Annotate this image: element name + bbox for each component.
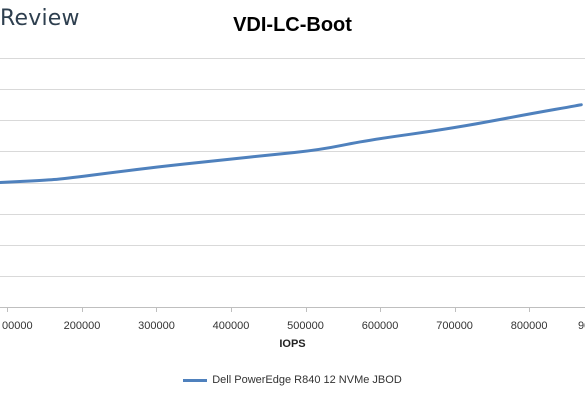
x-tick-label: 90 bbox=[578, 320, 585, 332]
x-axis-title: IOPS bbox=[279, 338, 306, 350]
chart-title: VDI-LC-Boot bbox=[233, 14, 352, 36]
x-tick-label: 700000 bbox=[436, 320, 473, 332]
legend-swatch bbox=[183, 378, 208, 382]
series-line bbox=[0, 103, 583, 184]
x-tick-label: 400000 bbox=[213, 320, 250, 332]
x-tick-label: 00000 bbox=[2, 320, 33, 332]
x-tick-label: 300000 bbox=[138, 320, 175, 332]
legend: Dell PowerEdge R840 12 NVMe JBOD bbox=[0, 374, 585, 386]
watermark-logo: Review bbox=[0, 6, 80, 31]
legend-label: Dell PowerEdge R840 12 NVMe JBOD bbox=[212, 374, 402, 386]
x-tick-label: 500000 bbox=[287, 320, 324, 332]
x-tick-label: 600000 bbox=[362, 320, 399, 332]
x-tick-label: 800000 bbox=[511, 320, 548, 332]
x-tick-label: 200000 bbox=[64, 320, 101, 332]
